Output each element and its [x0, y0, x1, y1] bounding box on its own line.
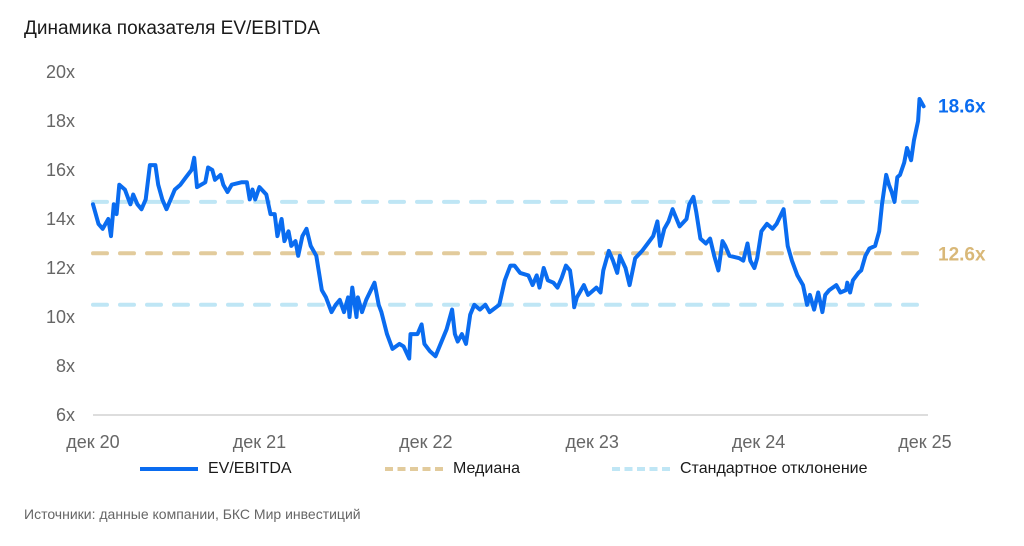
y-tick-label: 6x — [56, 405, 75, 425]
legend-item-std: Стандартное отклонение — [612, 460, 868, 478]
y-tick-label: 20x — [46, 62, 75, 82]
x-tick-label: дек 21 — [233, 432, 286, 452]
x-tick-label: дек 20 — [66, 432, 119, 452]
x-tick-label: дек 24 — [732, 432, 785, 452]
y-tick-label: 8x — [56, 356, 75, 376]
y-tick-label: 14x — [46, 209, 75, 229]
x-tick-label: дек 25 — [898, 432, 951, 452]
y-tick-label: 12x — [46, 258, 75, 278]
ev-ebitda-line — [91, 97, 926, 361]
y-tick-label: 16x — [46, 160, 75, 180]
y-tick-label: 10x — [46, 307, 75, 327]
legend-label: EV/EBITDA — [208, 460, 292, 477]
median-end-label: 12.6x — [938, 244, 986, 265]
source-note: Источники: данные компании, БКС Мир инве… — [24, 506, 361, 522]
ev-ebitda-end-label: 18.6x — [938, 96, 986, 117]
legend-item-median: Медиана — [385, 460, 520, 478]
legend-swatch-median — [385, 467, 443, 471]
legend-swatch-std — [612, 467, 670, 471]
legend-label: Стандартное отклонение — [680, 460, 868, 477]
y-tick-label: 18x — [46, 111, 75, 131]
chart-title: Динамика показателя EV/EBITDA — [24, 18, 320, 39]
x-tick-label: дек 22 — [399, 432, 452, 452]
x-tick-label: дек 23 — [565, 432, 618, 452]
legend-swatch-line — [140, 467, 198, 471]
legend-item-ev-ebitda: EV/EBITDA — [140, 460, 292, 478]
legend-label: Медиана — [453, 460, 520, 477]
